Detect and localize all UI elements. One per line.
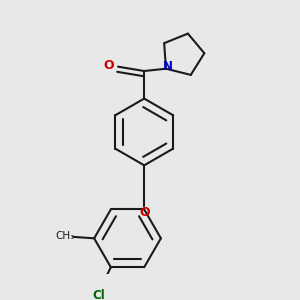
Text: O: O [139,206,150,219]
Text: CH₃: CH₃ [55,231,74,241]
Text: N: N [163,61,173,74]
Text: Cl: Cl [93,289,106,300]
Text: O: O [103,59,114,72]
